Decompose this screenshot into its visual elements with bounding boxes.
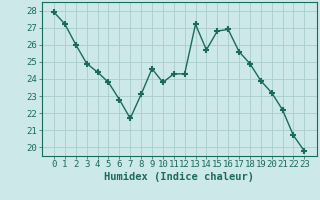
X-axis label: Humidex (Indice chaleur): Humidex (Indice chaleur) — [104, 172, 254, 182]
